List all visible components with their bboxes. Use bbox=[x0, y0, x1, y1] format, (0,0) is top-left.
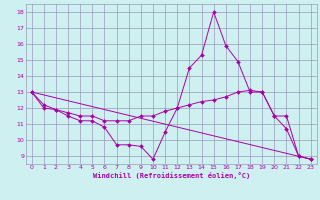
X-axis label: Windchill (Refroidissement éolien,°C): Windchill (Refroidissement éolien,°C) bbox=[92, 172, 250, 179]
